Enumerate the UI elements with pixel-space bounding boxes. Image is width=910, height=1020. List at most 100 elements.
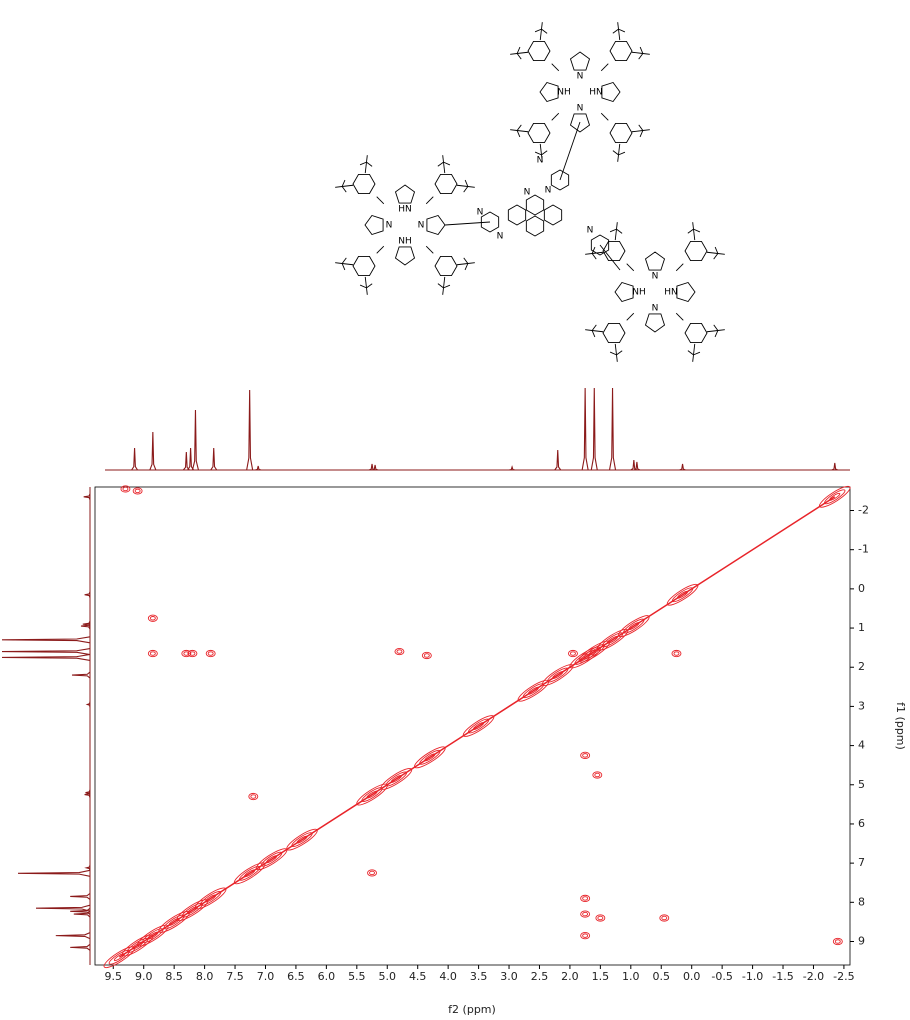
contour-level [424, 753, 436, 762]
y-tick-label: 9 [858, 934, 865, 947]
pyrrole-ring [394, 184, 416, 204]
cross-peak [187, 649, 198, 658]
bond [631, 51, 643, 54]
x-tick-label: -2.5 [833, 970, 854, 983]
bond [510, 53, 518, 55]
contour-level [596, 628, 629, 651]
contour-level [147, 931, 159, 940]
bond [614, 229, 617, 241]
contour-level [266, 855, 278, 864]
bond [464, 179, 469, 187]
cross-peak [147, 649, 158, 658]
phenyl-ring [434, 174, 458, 194]
fused-ring [507, 204, 527, 226]
bond [605, 63, 609, 67]
phenyl-ring [602, 323, 626, 343]
bond [376, 196, 380, 200]
x-tick-label: 7.0 [257, 970, 275, 983]
pyrrole-ring [676, 281, 696, 303]
bond [618, 143, 621, 155]
bond [541, 150, 548, 156]
x-tick-label: 5.0 [379, 970, 397, 983]
bond [335, 186, 343, 188]
contour-level [250, 794, 257, 799]
bond [692, 354, 694, 362]
atom-label: N [652, 304, 659, 314]
bond [626, 317, 630, 321]
fused-ring [550, 169, 570, 191]
atom-label: N [386, 221, 393, 231]
bond [631, 130, 643, 133]
projection-peak [210, 447, 218, 471]
bond [541, 154, 543, 162]
bond [442, 155, 444, 163]
atom-label: N [577, 72, 584, 82]
contour-level [601, 632, 624, 648]
diagonal-peak [286, 828, 318, 851]
x-tick-label: -1.5 [772, 970, 793, 983]
bond [366, 161, 373, 167]
projection-peak [149, 431, 157, 471]
x-tick-label: 2.5 [531, 970, 549, 983]
bond [642, 53, 650, 55]
bond [612, 150, 619, 156]
diagonal-peak [176, 899, 209, 922]
x-tick-label: 9.5 [105, 970, 123, 983]
bond [364, 162, 367, 174]
contour-level [103, 946, 136, 969]
contour-level [597, 915, 604, 921]
fused-ring [590, 234, 610, 256]
x-tick-label: 1.0 [622, 970, 640, 983]
phenyl-ring [684, 241, 708, 261]
side-projection-peak [84, 864, 91, 871]
diagonal-peak [462, 715, 495, 737]
contour-level [659, 914, 670, 922]
contour-level [578, 640, 611, 663]
atom-label: N [477, 208, 484, 218]
contour-level [671, 587, 694, 603]
bond [341, 179, 346, 187]
cross-peak [671, 649, 682, 658]
diagonal-peak [517, 679, 550, 702]
phenyl-ring [352, 174, 376, 194]
cross-peak [592, 771, 603, 779]
bond [680, 263, 684, 267]
bond [717, 253, 725, 255]
cross-peak [367, 869, 377, 877]
fused-ring [525, 194, 545, 216]
projection-peak [608, 387, 617, 471]
y-tick-label: 2 [858, 660, 865, 673]
phenyl-ring [527, 41, 551, 61]
y-tick-label: 1 [858, 621, 865, 634]
bond [713, 253, 719, 260]
cross-peak [181, 649, 192, 658]
bond [335, 262, 343, 264]
side-projection-peak [85, 789, 91, 796]
contour-level [580, 751, 591, 759]
x-tick-label: 8.5 [165, 970, 183, 983]
bond [706, 330, 718, 333]
phenyl-ring [527, 123, 551, 143]
diagonal-peak [414, 746, 446, 769]
side-projection-peak [1, 653, 91, 661]
contour-level [618, 615, 650, 637]
projection-peak [191, 409, 199, 471]
contour-level [394, 647, 405, 656]
bond [510, 129, 518, 131]
x-tick-label: 8.0 [196, 970, 214, 983]
contour-level [134, 488, 141, 494]
bond [693, 229, 696, 241]
x-tick-label: 0.5 [653, 970, 671, 983]
contour-level [366, 790, 378, 799]
projection-peak [187, 447, 195, 471]
contour-level [137, 924, 169, 947]
pyrrole-ring [394, 246, 416, 266]
projection-peak [371, 464, 379, 471]
diagonal-ridge [118, 496, 836, 958]
contour-level [473, 722, 485, 730]
bond [379, 199, 385, 205]
contour-level [583, 644, 605, 659]
